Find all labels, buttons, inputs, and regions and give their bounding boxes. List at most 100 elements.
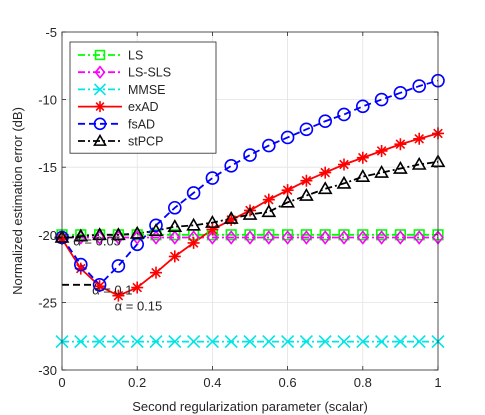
legend-label-ls-sls: LS-SLS bbox=[128, 66, 171, 80]
x-tick-label: 1 bbox=[434, 375, 441, 390]
x-tick-label: 0.2 bbox=[128, 375, 146, 390]
annotations: α = 0.05 α = 0.1 α = 0.15 bbox=[73, 234, 162, 314]
y-tick-label: -25 bbox=[38, 295, 57, 310]
data-point-stpcp bbox=[167, 219, 183, 232]
data-point-ls-sls bbox=[168, 230, 181, 245]
data-point-ls bbox=[300, 229, 313, 241]
data-point-fsad bbox=[299, 122, 314, 137]
legend-label-ls: LS bbox=[128, 49, 143, 63]
data-point-ls bbox=[225, 229, 237, 241]
data-point-fsad bbox=[243, 148, 257, 162]
x-tick-label: 0 bbox=[58, 375, 65, 390]
data-point-exad bbox=[319, 166, 332, 179]
data-point-ls bbox=[413, 229, 425, 241]
data-point-stpcp bbox=[411, 156, 427, 170]
series-line-stpcp bbox=[61, 160, 439, 239]
data-point-fsad bbox=[92, 278, 107, 292]
annotation-label: α = 0.1 bbox=[92, 282, 132, 297]
legend-marker-ls-sls bbox=[94, 65, 106, 79]
annotation-label: α = 0.15 bbox=[115, 299, 163, 314]
data-point-mmse bbox=[243, 335, 257, 349]
data-point-ls-sls bbox=[225, 230, 238, 245]
y-tick-label: -5 bbox=[45, 25, 57, 40]
data-point-exad bbox=[131, 281, 144, 294]
data-point-fsad bbox=[412, 79, 427, 93]
data-point-fsad bbox=[280, 130, 295, 145]
data-point-mmse bbox=[93, 335, 107, 349]
data-point-ls bbox=[169, 229, 181, 241]
x-tick-label: 0.8 bbox=[354, 375, 372, 390]
series-markers bbox=[54, 73, 446, 349]
data-point-fsad bbox=[337, 107, 351, 122]
data-point-ls bbox=[319, 229, 331, 241]
data-point-exad bbox=[168, 250, 181, 263]
data-point-ls-sls bbox=[281, 230, 294, 245]
data-point-stpcp bbox=[129, 225, 145, 239]
legend-label-exad: exAD bbox=[128, 100, 159, 114]
data-point-exad bbox=[244, 204, 256, 217]
y-tick-label: -15 bbox=[38, 160, 57, 175]
data-point-fsad bbox=[149, 218, 163, 233]
data-point-stpcp bbox=[299, 187, 314, 201]
data-point-ls-sls bbox=[131, 230, 144, 245]
data-point-ls-sls bbox=[319, 230, 332, 245]
data-point-fsad bbox=[111, 259, 126, 273]
data-point-stpcp bbox=[148, 223, 164, 237]
data-point-exad bbox=[150, 266, 162, 279]
data-point-mmse bbox=[375, 335, 389, 349]
data-point-fsad bbox=[224, 159, 238, 173]
data-point-exad bbox=[413, 132, 426, 145]
data-point-exad bbox=[375, 144, 388, 157]
data-point-exad bbox=[74, 262, 87, 275]
legend-marker-stpcp bbox=[93, 133, 107, 146]
data-point-mmse bbox=[111, 335, 125, 349]
data-point-stpcp bbox=[355, 169, 371, 182]
data-point-stpcp bbox=[223, 210, 239, 224]
y-axis-label: Normalized estimation error (dB) bbox=[10, 107, 25, 295]
data-point-stpcp bbox=[111, 227, 126, 241]
data-point-ls bbox=[375, 229, 388, 241]
data-point-ls-sls bbox=[262, 230, 275, 245]
data-point-fsad bbox=[74, 257, 88, 272]
data-point-stpcp bbox=[205, 215, 220, 228]
axis-ticks bbox=[61, 31, 439, 371]
data-point-ls-sls bbox=[394, 230, 407, 245]
data-point-ls-sls bbox=[206, 230, 219, 245]
x-tick-label: 0.4 bbox=[203, 375, 221, 390]
y-tick-labels: -30 -25 -20 -15 -10 -5 bbox=[38, 25, 57, 378]
annotation-label: α = 0.05 bbox=[73, 234, 121, 249]
data-point-mmse bbox=[130, 335, 144, 349]
data-point-mmse bbox=[168, 335, 182, 349]
data-point-mmse bbox=[281, 335, 295, 349]
data-point-ls-sls bbox=[338, 230, 350, 245]
legend-marker-ls bbox=[94, 49, 106, 61]
x-tick-label: 0.6 bbox=[279, 375, 297, 390]
x-axis-label: Second regularization parameter (scalar) bbox=[132, 399, 368, 414]
data-point-fsad bbox=[205, 171, 220, 185]
data-point-fsad bbox=[355, 99, 370, 114]
data-point-ls bbox=[281, 229, 294, 241]
data-point-stpcp bbox=[92, 227, 107, 241]
data-point-mmse bbox=[356, 335, 370, 349]
data-point-ls bbox=[244, 229, 256, 241]
data-point-mmse bbox=[205, 335, 219, 349]
data-point-mmse bbox=[187, 335, 201, 349]
data-point-mmse bbox=[412, 335, 426, 349]
y-tick-label: -20 bbox=[38, 228, 57, 243]
data-point-stpcp bbox=[317, 181, 333, 195]
data-point-fsad bbox=[318, 114, 333, 129]
data-point-ls-sls bbox=[356, 230, 369, 245]
data-point-ls bbox=[394, 229, 407, 241]
x-tick-labels: 0 0.2 0.4 0.6 0.8 1 bbox=[58, 375, 441, 390]
annotation-bars bbox=[54, 236, 96, 286]
data-point-ls-sls bbox=[375, 230, 388, 245]
data-point-fsad bbox=[168, 200, 182, 215]
data-point-mmse bbox=[337, 335, 351, 349]
data-point-exad bbox=[356, 151, 369, 164]
data-point-stpcp bbox=[336, 175, 352, 189]
data-point-exad bbox=[394, 138, 407, 151]
data-point-exad bbox=[187, 236, 200, 249]
data-point-stpcp bbox=[186, 217, 201, 231]
legend-marker-mmse bbox=[93, 83, 107, 96]
